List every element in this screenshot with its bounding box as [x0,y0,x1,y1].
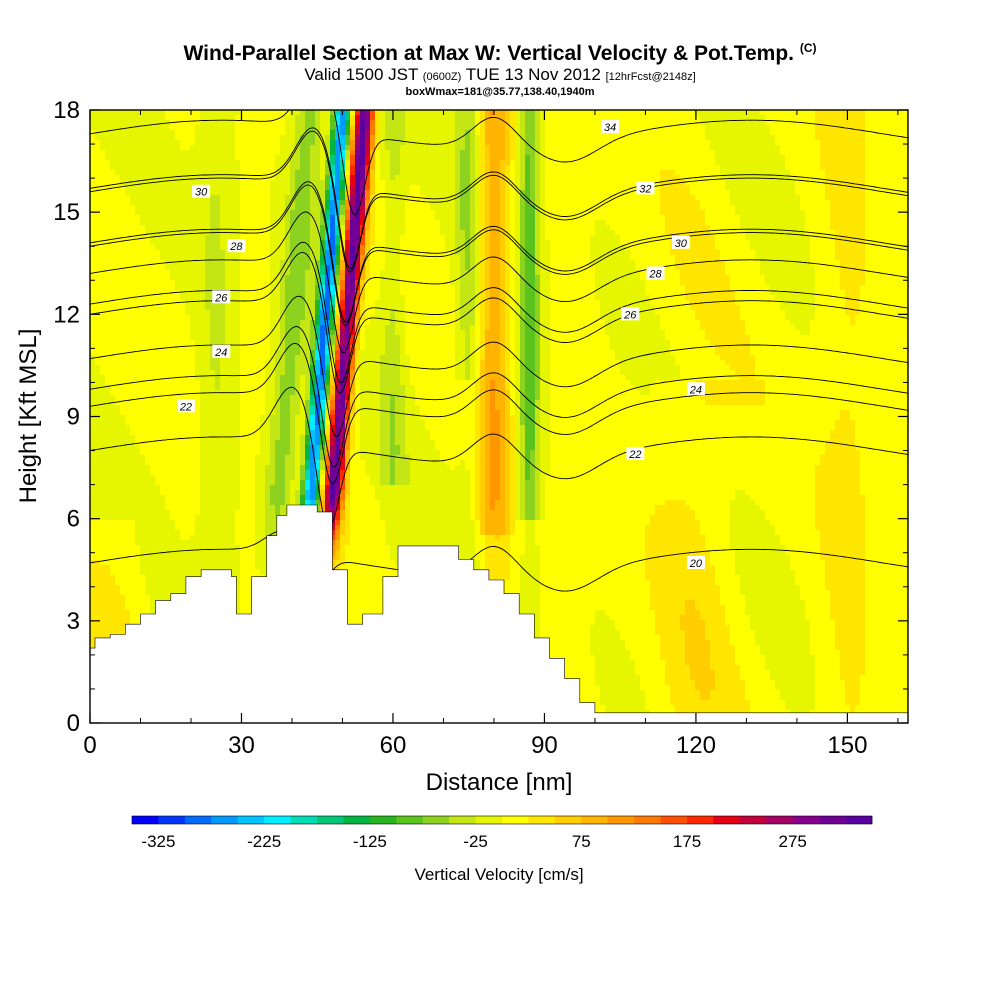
colorbar-swatch [211,816,238,824]
contour-label-7: 28 [227,239,245,253]
contour-label-12: 34 [601,120,619,134]
colorbar-swatch [264,816,291,824]
contour-label-4: 24 [687,382,705,396]
colorbar-swatch [370,816,397,824]
x-tick-label: 150 [827,732,867,759]
contour-label-text: 28 [648,268,662,280]
contour-label-3: 24 [212,345,230,359]
colorbar-tick-label: 75 [572,832,591,851]
contour-label-text: 20 [689,558,703,570]
colorbar-tick-label: -25 [463,832,488,851]
contour-label-text: 34 [604,122,616,134]
colorbar-tick-label: 175 [673,832,701,851]
colorbar-swatch [423,816,450,824]
colorbar-title: Vertical Velocity [cm/s] [414,865,583,884]
contour-label-0: 20 [687,556,705,570]
colorbar-swatch [343,816,370,824]
colorbar-swatch [238,816,265,824]
y-tick-label: 18 [53,97,80,124]
y-axis-title: Height [Kft MSL] [15,329,42,504]
contour-label-9: 30 [192,185,210,199]
y-tick-label: 6 [67,506,80,533]
contour-label-text: 26 [623,309,637,321]
colorbar-swatch [581,816,608,824]
x-tick-label: 90 [531,732,558,759]
colorbar-swatch [687,816,714,824]
colorbar-swatch [846,816,873,824]
contour-label-text: 30 [195,187,208,199]
colorbar-swatch [661,816,688,824]
contour-label-text: 22 [179,401,192,413]
contour-label-text: 24 [689,384,702,396]
contour-label-text: 30 [675,238,688,250]
y-tick-label: 0 [67,710,80,737]
x-axis-title: Distance [nm] [426,769,573,796]
contour-label-text: 24 [214,347,227,359]
y-tick-label: 15 [53,199,80,226]
contour-label-1: 22 [626,447,644,461]
cross-section-chart: 20222224242626282830303234 0 30 60 90 120 150… [0,0,1000,1000]
colorbar-swatch [555,816,582,824]
colorbar-swatch [608,816,635,824]
x-tick-label: 60 [380,732,407,759]
colorbar-swatch [740,816,767,824]
colorbar-swatch [185,816,212,824]
colorbar-swatch [819,816,846,824]
contour-label-11: 32 [636,181,654,195]
contour-label-text: 32 [639,183,651,195]
contour-label-text: 26 [214,292,228,304]
y-tick-label: 12 [53,301,80,328]
colorbar-swatch [449,816,476,824]
colorbar: -325 -225 -125 -25 75 175 275 [132,816,872,851]
colorbar-tick-label: -125 [353,832,387,851]
contour-label-2: 22 [177,399,195,413]
contour-label-5: 26 [212,290,230,304]
x-tick-label: 120 [676,732,716,759]
colorbar-swatch [476,816,503,824]
contour-label-6: 26 [621,307,639,321]
colorbar-tick-label: -325 [141,832,175,851]
contour-label-10: 30 [672,236,690,250]
x-tick-label: 30 [228,732,255,759]
y-tick-label: 3 [67,608,80,635]
colorbar-tick-label: 275 [779,832,807,851]
contour-label-text: 28 [229,241,243,253]
colorbar-swatch [317,816,344,824]
y-tick-label: 9 [67,404,80,431]
contour-label-text: 22 [628,449,641,461]
colorbar-swatch [793,816,820,824]
colorbar-swatch [502,816,529,824]
colorbar-swatch [766,816,793,824]
contour-label-8: 28 [647,266,665,280]
colorbar-swatch [291,816,318,824]
colorbar-swatch [158,816,185,824]
x-tick-label: 0 [83,732,96,759]
colorbar-tick-label: -225 [247,832,281,851]
colorbar-swatch [713,816,740,824]
colorbar-swatch [396,816,423,824]
colorbar-swatch [634,816,661,824]
colorbar-swatch [132,816,159,824]
colorbar-swatch [528,816,555,824]
